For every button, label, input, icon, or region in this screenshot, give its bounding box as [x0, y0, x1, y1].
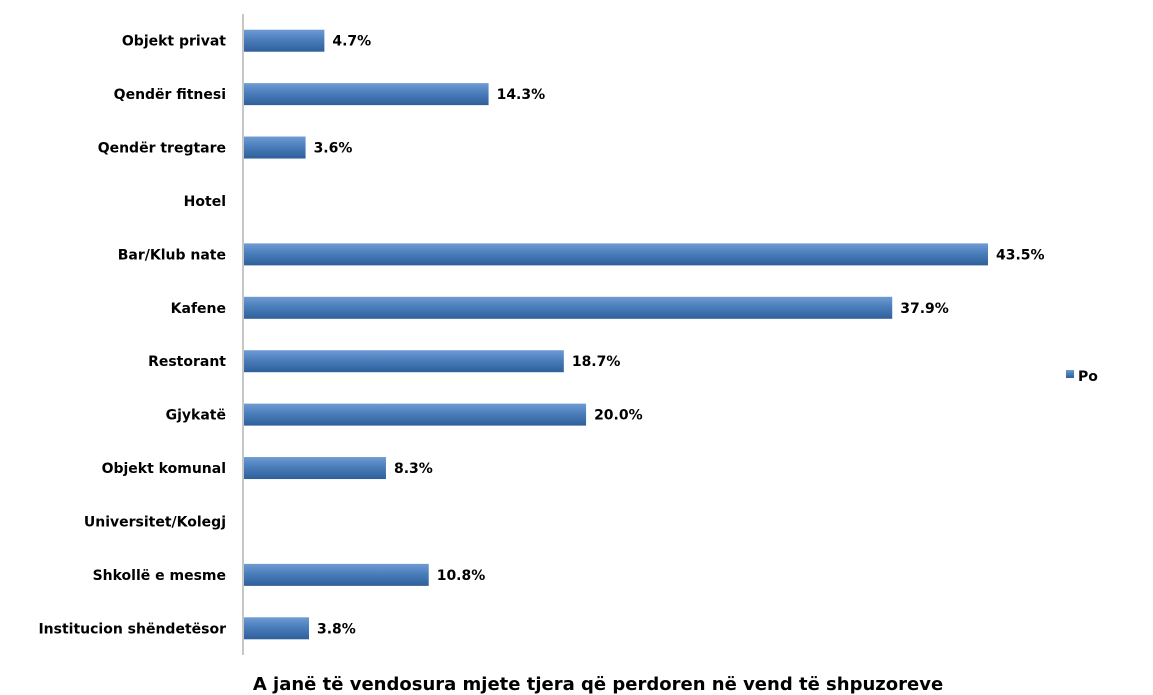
legend-label: Po — [1078, 369, 1098, 385]
category-label-universitet-kolegj: Universitet/Kolegj — [84, 514, 226, 530]
category-label-institucion-shendetesor: Institucion shëndetësor — [38, 621, 226, 637]
value-label-qender-tregtare: 3.6% — [314, 141, 353, 157]
bar-qender-fitnesi — [244, 83, 489, 105]
bar-qender-tregtare — [244, 137, 306, 159]
category-label-objekt-privat: Objekt privat — [122, 34, 226, 50]
value-label-kafene: 37.9% — [900, 301, 949, 317]
category-label-objekt-komunal: Objekt komunal — [102, 461, 226, 477]
bar-kafene — [244, 297, 892, 319]
value-label-bar-klub-nate: 43.5% — [996, 247, 1045, 263]
bar-objekt-privat — [244, 30, 324, 52]
bar-objekt-komunal — [244, 457, 386, 479]
category-label-hotel: Hotel — [184, 194, 226, 210]
value-label-shkolle-e-mesme: 10.8% — [437, 568, 486, 584]
category-label-gjykate: Gjykatë — [166, 408, 226, 424]
category-label-kafene: Kafene — [171, 301, 226, 317]
legend: Po — [1066, 369, 1098, 385]
bar-bar-klub-nate — [244, 243, 988, 265]
value-label-qender-fitnesi: 14.3% — [497, 87, 546, 103]
x-axis-title: A janë të vendosura mjete tjera që perdo… — [253, 674, 943, 695]
value-label-institucion-shendetesor: 3.8% — [317, 621, 356, 637]
value-label-restorant: 18.7% — [572, 354, 621, 370]
legend-swatch — [1066, 370, 1074, 378]
bar-gjykate — [244, 404, 586, 426]
value-label-objekt-privat: 4.7% — [332, 34, 371, 50]
bar-shkolle-e-mesme — [244, 564, 429, 586]
category-label-qender-fitnesi: Qendër fitnesi — [114, 87, 226, 103]
labels-layer: Objekt privat 4.7% Qendër fitnesi 14.3% Qend… — [38, 34, 1044, 638]
category-label-restorant: Restorant — [148, 354, 226, 370]
bars-layer — [244, 30, 988, 640]
category-label-shkolle-e-mesme: Shkollë e mesme — [93, 568, 226, 584]
bar-institucion-shendetesor — [244, 617, 309, 639]
bar-restorant — [244, 350, 564, 372]
category-label-bar-klub-nate: Bar/Klub nate — [118, 247, 226, 263]
value-label-gjykate: 20.0% — [594, 408, 643, 424]
category-label-qender-tregtare: Qendër tregtare — [98, 141, 226, 157]
value-label-objekt-komunal: 8.3% — [394, 461, 433, 477]
